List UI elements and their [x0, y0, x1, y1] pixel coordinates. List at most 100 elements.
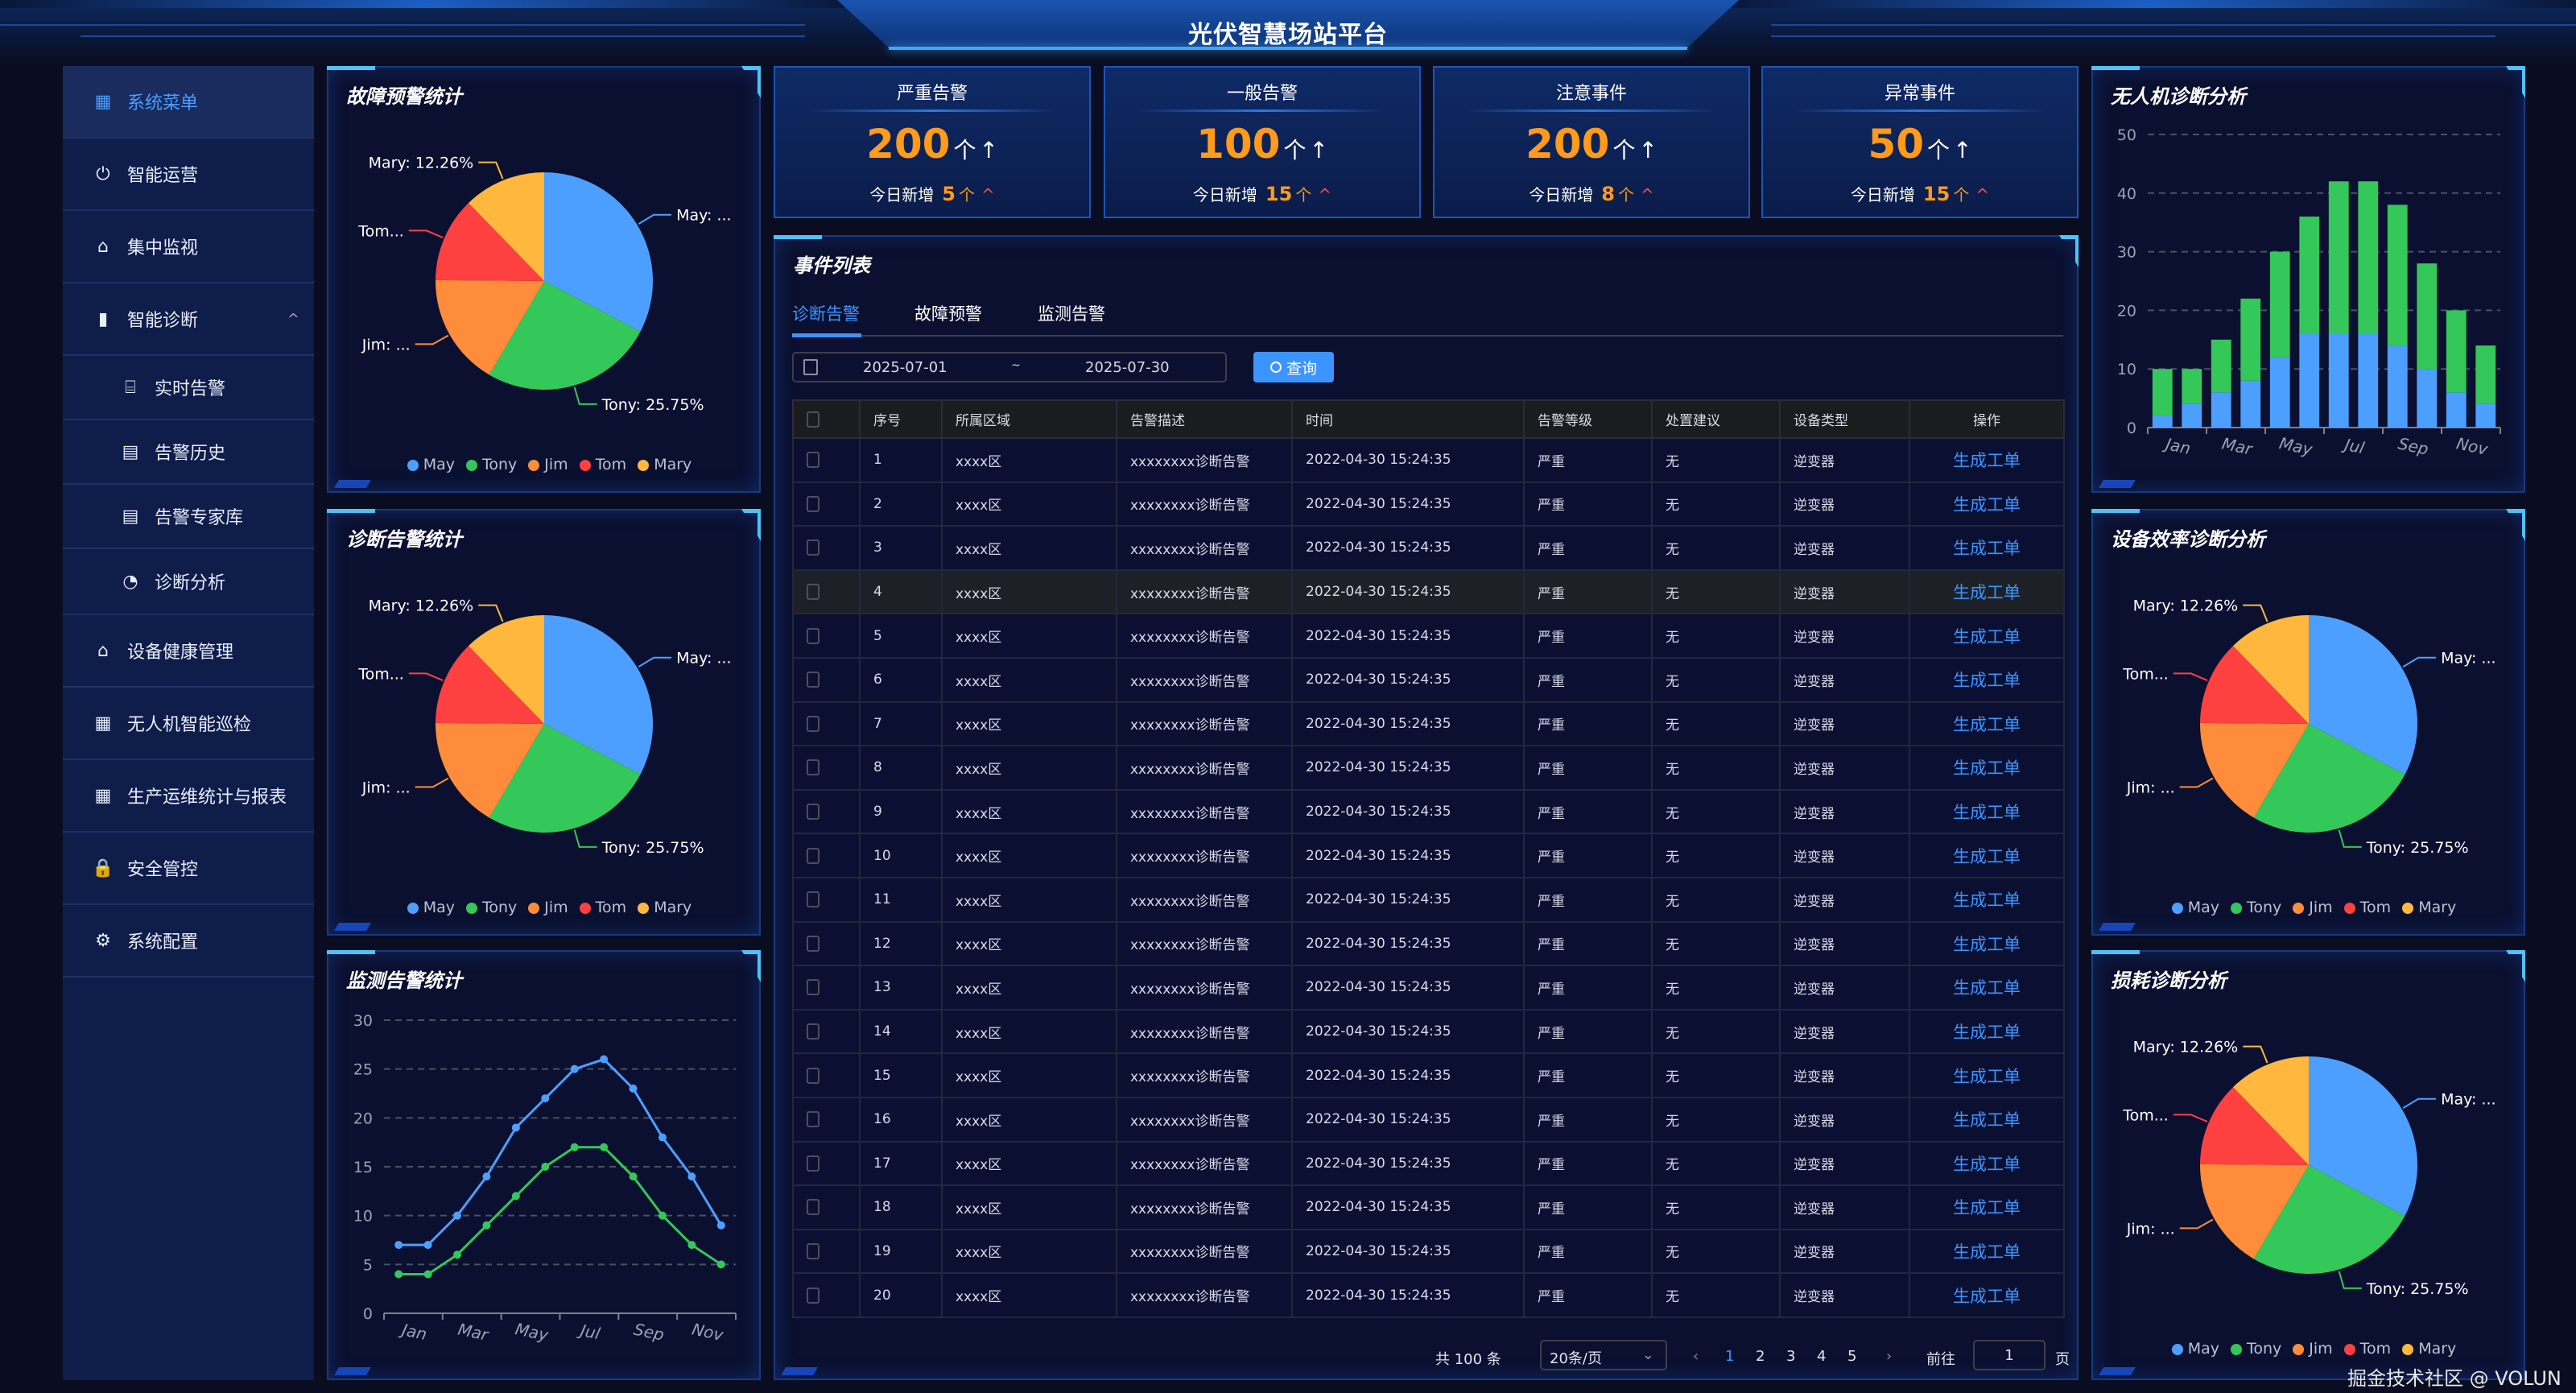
legend-item[interactable]: Jim [2309, 899, 2333, 916]
end-date[interactable]: 2025-07-30 [1085, 359, 1170, 376]
legend-item[interactable]: Tony [2246, 899, 2282, 916]
line-point-aug[interactable] [600, 1143, 609, 1151]
pie-slice-mary[interactable] [468, 172, 544, 281]
pie-slice-may[interactable] [2309, 1056, 2417, 1216]
sidebar-item-5[interactable]: ▤ 告警历史 [63, 420, 314, 485]
pie-slice-jim[interactable] [2200, 722, 2309, 818]
pie-slice-tom[interactable] [2200, 1087, 2309, 1165]
legend-item[interactable]: May [2187, 899, 2219, 916]
table-row[interactable]: 10 xxxx区 xxxxxxxx诊断告警 2022-04-30 15:24:35 严重… [792, 833, 2065, 878]
row-checkbox[interactable] [807, 804, 819, 821]
row-checkbox[interactable] [807, 1287, 819, 1304]
legend-item[interactable]: Mary [654, 899, 692, 916]
bar-dec-series2[interactable] [2475, 345, 2496, 404]
line-point-feb[interactable] [423, 1270, 432, 1279]
bar-oct-series2[interactable] [2417, 263, 2438, 370]
row-checkbox[interactable] [807, 979, 819, 996]
page-4[interactable]: 4 [1817, 1348, 1827, 1365]
line-point-dec[interactable] [716, 1221, 725, 1230]
create-work-order-link[interactable]: 生成工单 [1953, 759, 2021, 779]
table-row[interactable]: 3 xxxx区 xxxxxxxx诊断告警 2022-04-30 15:24:35 严重无… [792, 525, 2065, 571]
bar-dec-series1[interactable] [2475, 403, 2496, 428]
pie-slice-jim[interactable] [436, 722, 544, 818]
line-point-mar[interactable] [453, 1211, 462, 1220]
legend-item[interactable]: May [423, 456, 455, 473]
bar-jan-series2[interactable] [2152, 369, 2173, 416]
create-work-order-link[interactable]: 生成工单 [1953, 1023, 2021, 1043]
create-work-order-link[interactable]: 生成工单 [1953, 934, 2021, 954]
table-row[interactable]: 11 xxxx区 xxxxxxxx诊断告警 2022-04-30 15:24:35 严重… [792, 876, 2065, 923]
create-work-order-link[interactable]: 生成工单 [1953, 451, 2021, 471]
sidebar-item-4[interactable]: ⌸ 实时告警 [63, 356, 314, 420]
pie-slice-tom[interactable] [436, 203, 544, 281]
table-row[interactable]: 14 xxxx区 xxxxxxxx诊断告警 2022-04-30 15:24:35 严重… [792, 1008, 2065, 1055]
line-point-dec[interactable] [716, 1260, 725, 1269]
create-work-order-link[interactable]: 生成工单 [1953, 671, 2021, 691]
line-point-sep[interactable] [629, 1172, 638, 1181]
bar-may-series2[interactable] [2269, 251, 2290, 358]
line-point-may[interactable] [511, 1192, 520, 1201]
line-point-apr[interactable] [482, 1172, 491, 1181]
row-checkbox[interactable] [807, 1111, 819, 1128]
line-point-apr[interactable] [482, 1221, 491, 1230]
pie-slice-mary[interactable] [2232, 1056, 2309, 1165]
create-work-order-link[interactable]: 生成工单 [1953, 1110, 2021, 1131]
row-checkbox[interactable] [807, 452, 819, 469]
row-checkbox[interactable] [807, 672, 819, 688]
row-checkbox[interactable] [807, 759, 819, 776]
legend-item[interactable]: Tom [2359, 1340, 2392, 1358]
line-point-jan[interactable] [394, 1270, 403, 1279]
bar-mar-series2[interactable] [2211, 339, 2231, 393]
bar-jun-series1[interactable] [2299, 333, 2320, 428]
legend-item[interactable]: Tony [481, 456, 518, 473]
create-work-order-link[interactable]: 生成工单 [1953, 494, 2021, 515]
line-point-oct[interactable] [658, 1211, 667, 1220]
table-row[interactable]: 5 xxxx区 xxxxxxxx诊断告警 2022-04-30 15:24:35 严重无… [792, 613, 2065, 659]
page-5[interactable]: 5 [1847, 1348, 1857, 1365]
line-point-feb[interactable] [423, 1241, 432, 1250]
bar-mar-series1[interactable] [2211, 392, 2231, 428]
tab-monitoring-alarm[interactable]: 监测告警 [1038, 304, 1105, 324]
line-point-may[interactable] [511, 1123, 520, 1132]
line-point-jul[interactable] [570, 1064, 579, 1073]
page-3[interactable]: 3 [1786, 1348, 1796, 1365]
table-row[interactable]: 16 xxxx区 xxxxxxxx诊断告警 2022-04-30 15:24:35 严重… [792, 1096, 2065, 1143]
legend-item[interactable]: Mary [2418, 1340, 2457, 1358]
pie-slice-tony[interactable] [2253, 724, 2405, 833]
bar-apr-series1[interactable] [2240, 380, 2261, 428]
table-row[interactable]: 9 xxxx区 xxxxxxxx诊断告警 2022-04-30 15:24:35 严重无… [792, 788, 2065, 835]
bar-jul-series2[interactable] [2328, 181, 2349, 334]
pie-slice-mary[interactable] [2232, 615, 2309, 724]
line-point-mar[interactable] [453, 1250, 462, 1259]
start-date[interactable]: 2025-07-01 [863, 359, 947, 376]
create-work-order-link[interactable]: 生成工单 [1953, 978, 2021, 998]
row-checkbox[interactable] [807, 1199, 819, 1216]
table-row[interactable]: 7 xxxx区 xxxxxxxx诊断告警 2022-04-30 15:24:35 严重无… [792, 701, 2065, 747]
legend-item[interactable]: Jim [2309, 1340, 2333, 1358]
pie-slice-mary[interactable] [468, 615, 544, 724]
bar-apr-series2[interactable] [2240, 298, 2261, 381]
row-checkbox[interactable] [807, 627, 819, 644]
prev-page-icon[interactable]: ‹ [1693, 1348, 1699, 1365]
table-row[interactable]: 13 xxxx区 xxxxxxxx诊断告警 2022-04-30 15:24:35 严重… [792, 965, 2065, 1011]
pie-slice-tony[interactable] [489, 281, 641, 390]
bar-sep-series1[interactable] [2387, 345, 2408, 428]
row-checkbox[interactable] [807, 891, 819, 908]
page-1[interactable]: 1 [1725, 1348, 1735, 1365]
date-range-picker[interactable]: 2025-07-01 ~ 2025-07-30 [792, 352, 1227, 382]
legend-item[interactable]: Tom [595, 456, 627, 473]
bar-oct-series1[interactable] [2417, 369, 2438, 428]
create-work-order-link[interactable]: 生成工单 [1953, 1286, 2021, 1306]
sidebar-item-10[interactable]: ▦ 生产运维统计与报表 [63, 760, 314, 833]
create-work-order-link[interactable]: 生成工单 [1953, 1066, 2021, 1086]
line-point-nov[interactable] [687, 1172, 696, 1181]
row-checkbox[interactable] [807, 539, 819, 556]
row-checkbox[interactable] [807, 584, 819, 601]
bar-jun-series2[interactable] [2299, 216, 2320, 334]
table-row[interactable]: 19 xxxx区 xxxxxxxx诊断告警 2022-04-30 15:24:35 严重… [792, 1228, 2065, 1275]
table-row[interactable]: 1 xxxx区 xxxxxxxx诊断告警 2022-04-30 15:24:35 严重无… [792, 437, 2065, 483]
table-row[interactable]: 4 xxxx区 xxxxxxxx诊断告警 2022-04-30 15:24:35 严重无… [792, 568, 2065, 615]
create-work-order-link[interactable]: 生成工单 [1953, 1154, 2021, 1174]
next-page-icon[interactable]: › [1886, 1348, 1893, 1365]
pie-slice-tom[interactable] [2200, 646, 2309, 724]
